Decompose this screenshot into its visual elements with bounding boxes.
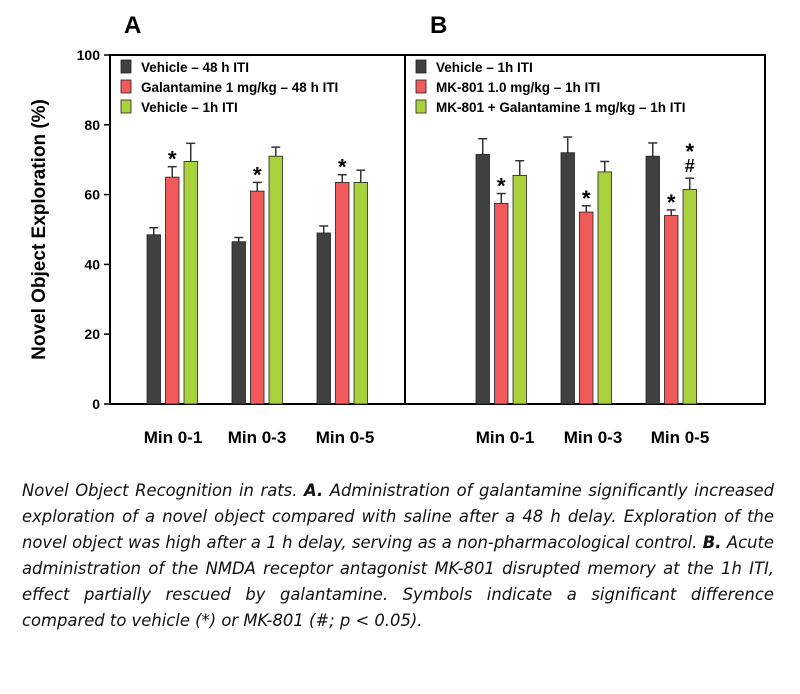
- caption-panel-b-label: B.: [702, 533, 722, 552]
- panel-letter: B: [430, 12, 447, 39]
- bar: [146, 234, 161, 405]
- x-category-label: Min 0-3: [564, 428, 623, 447]
- panel-letter: A: [124, 12, 141, 39]
- chart: 0 20 40 60 80 100 Novel Object Exploration (%)…: [29, 12, 766, 447]
- x-category-label: Min 0-1: [144, 428, 203, 447]
- bar: [494, 202, 509, 405]
- bar: [560, 152, 575, 405]
- bar: [645, 155, 660, 405]
- legend-swatch: [415, 59, 427, 74]
- y-tick-label: 20: [84, 326, 100, 342]
- x-category-label: Min 0-5: [316, 428, 375, 447]
- bar: [231, 241, 246, 405]
- bar: [682, 188, 697, 405]
- legend-label: Vehicle – 1h ITI: [436, 60, 533, 75]
- y-tick-label: 100: [77, 47, 101, 63]
- bar: [512, 175, 527, 405]
- bar: [597, 171, 612, 405]
- bar: [664, 215, 679, 405]
- legend-label: MK-801 + Galantamine 1 mg/kg – 1h ITI: [436, 100, 685, 115]
- y-tick-label: 40: [84, 256, 100, 272]
- caption-panel-b-text: Acute administration of the NMDA recepto…: [22, 533, 774, 630]
- bar: [335, 181, 350, 405]
- legend-label: Vehicle – 1h ITI: [141, 100, 238, 115]
- y-tick-label: 0: [92, 396, 100, 412]
- bar: [579, 211, 594, 405]
- significance-mark: *: [667, 190, 676, 215]
- legend-label: Galantamine 1 mg/kg – 48 h ITI: [141, 80, 338, 95]
- figure-caption: Novel Object Recognition in rats. A. Adm…: [22, 478, 774, 634]
- significance-mark: *: [168, 147, 177, 172]
- bar: [183, 161, 198, 405]
- significance-mark: *: [338, 155, 347, 180]
- significance-mark: *: [582, 186, 591, 211]
- legend-swatch: [120, 99, 132, 114]
- caption-panel-a-label: A.: [304, 481, 324, 500]
- x-category-label: Min 0-1: [476, 428, 535, 447]
- bar: [165, 176, 180, 405]
- bar: [268, 155, 283, 405]
- bar: [316, 232, 331, 405]
- bar: [475, 154, 490, 405]
- x-category-label: Min 0-5: [651, 428, 710, 447]
- legend-swatch: [415, 99, 427, 114]
- significance-mark: *: [497, 174, 506, 199]
- significance-mark: *: [685, 139, 694, 164]
- legend-swatch: [120, 79, 132, 94]
- legend-swatch: [415, 79, 427, 94]
- significance-mark: #: [685, 156, 695, 176]
- x-category-label: Min 0-3: [228, 428, 287, 447]
- y-tick-label: 60: [84, 187, 100, 203]
- caption-intro: Novel Object Recognition in rats.: [22, 481, 305, 500]
- y-tick-label: 80: [84, 117, 100, 133]
- bar: [353, 181, 368, 405]
- bar: [250, 190, 265, 405]
- caption-panel-a-text: Administration of galantamine significan…: [22, 481, 774, 552]
- legend-label: MK-801 1.0 mg/kg – 1h ITI: [436, 80, 600, 95]
- plot-frame: [109, 54, 766, 405]
- significance-mark: *: [253, 162, 262, 187]
- y-axis-label: Novel Object Exploration (%): [29, 99, 50, 360]
- legend-label: Vehicle – 48 h ITI: [141, 60, 249, 75]
- legend-swatch: [120, 59, 132, 74]
